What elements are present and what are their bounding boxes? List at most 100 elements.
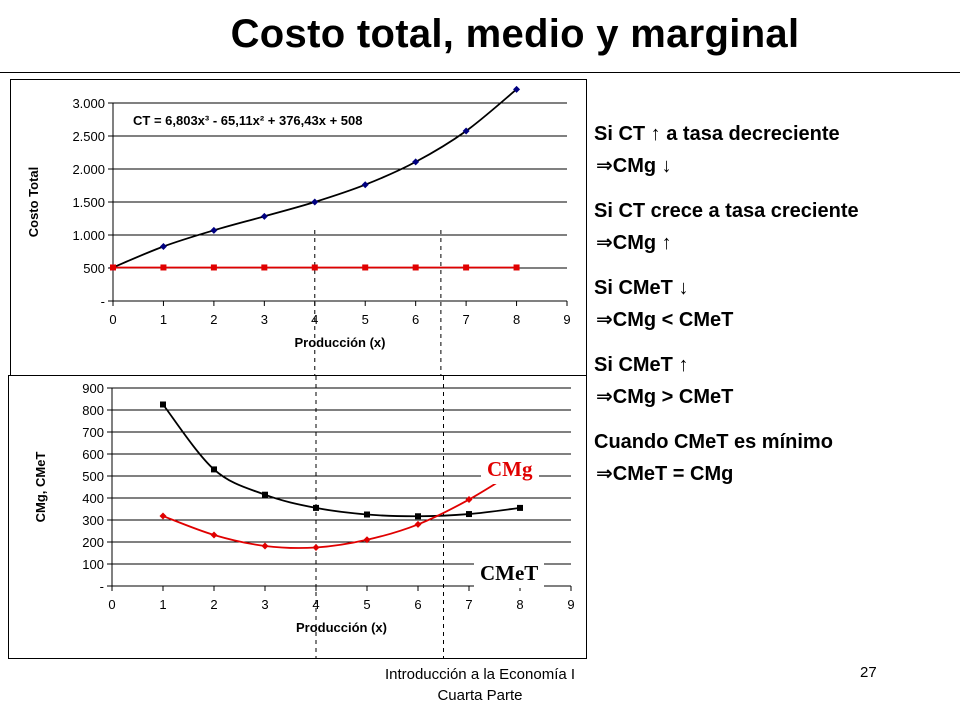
x-tick-label: 3 bbox=[261, 597, 268, 612]
y-tick-label: 1.500 bbox=[72, 195, 105, 210]
note-item: Si CT crece a tasa creciente ⇒CMg ↑ bbox=[594, 195, 956, 259]
ct-point bbox=[159, 242, 167, 250]
unit-cost-chart-frame: - 100 200 300 400 500 600 700 800 900 0 1 2 3 4 5 6 7 8 9 Pr… bbox=[8, 375, 587, 659]
unit-cost-chart: - 100 200 300 400 500 600 700 800 900 0 1 2 3 4 5 6 7 8 9 Pr… bbox=[33, 376, 575, 658]
cmet-point bbox=[466, 511, 472, 518]
note-item: Si CT ↑ a tasa decreciente ⇒CMg ↓ bbox=[594, 118, 956, 182]
x-tick-label: 0 bbox=[108, 597, 115, 612]
cmet-point bbox=[262, 491, 268, 498]
x-axis-title: Producción (x) bbox=[294, 335, 385, 350]
ct-point bbox=[260, 212, 268, 220]
y-tick-label: 600 bbox=[82, 447, 104, 462]
fixed-cost-point bbox=[311, 264, 318, 271]
y-tick-label: 800 bbox=[82, 403, 104, 418]
x-tick-label: 8 bbox=[513, 312, 520, 327]
cmet-point bbox=[160, 401, 166, 408]
y-tick-label: 300 bbox=[82, 513, 104, 528]
note-implication: ⇒CMg < CMeT bbox=[596, 309, 734, 331]
note-condition: Si CMeT ↓ bbox=[594, 277, 689, 299]
y-tick-label: 3.000 bbox=[72, 96, 105, 111]
y-tick-label: 900 bbox=[82, 381, 104, 396]
y-tick-label: 700 bbox=[82, 425, 104, 440]
note-implication: ⇒CMg ↑ bbox=[596, 232, 672, 254]
x-tick-label: 6 bbox=[412, 312, 419, 327]
cmg-point bbox=[465, 496, 473, 504]
regression-equation: CT = 6,803x³ - 65,11x² + 376,43x + 508 bbox=[133, 113, 362, 128]
y-axis-title: CMg, CMeT bbox=[33, 452, 48, 523]
cmet-point bbox=[415, 513, 421, 520]
note-implication: ⇒CMg ↓ bbox=[596, 155, 672, 177]
page-number: 27 bbox=[860, 664, 877, 681]
y-tick-label: 2.500 bbox=[72, 129, 105, 144]
x-axis-title: Producción (x) bbox=[296, 620, 387, 635]
x-tick-label: 7 bbox=[465, 597, 472, 612]
x-tick-label: 5 bbox=[362, 312, 369, 327]
explanation-list: Si CT ↑ a tasa decreciente ⇒CMg ↓ Si CT … bbox=[594, 118, 956, 503]
cmg-point bbox=[159, 512, 167, 520]
cmet-point bbox=[364, 511, 370, 518]
x-tick-label: 3 bbox=[261, 312, 268, 327]
ct-point bbox=[361, 181, 369, 189]
fixed-cost-point bbox=[463, 264, 470, 271]
cmg-point bbox=[414, 520, 422, 528]
fixed-cost-point bbox=[110, 264, 116, 271]
fixed-cost-point bbox=[261, 264, 268, 271]
fixed-cost-point bbox=[210, 264, 217, 271]
total-cost-chart: -5001.0001.5002.0002.5003.0000123456789P… bbox=[26, 85, 571, 376]
note-condition: Si CT crece a tasa creciente bbox=[594, 200, 859, 222]
x-tick-label: 8 bbox=[516, 597, 523, 612]
x-tick-label: 4 bbox=[312, 597, 319, 612]
cmet-point bbox=[313, 504, 319, 511]
note-item: Cuando CMeT es mínimo ⇒CMeT = CMg bbox=[594, 426, 956, 490]
ct-point bbox=[311, 198, 319, 206]
note-item: Si CMeT ↑ ⇒CMg > CMeT bbox=[594, 349, 956, 413]
cmet-curve-label: CMeT bbox=[474, 559, 545, 588]
cmet-point bbox=[517, 504, 523, 511]
fixed-cost-point bbox=[412, 264, 419, 271]
fixed-cost-point bbox=[362, 264, 369, 271]
x-tick-label: 2 bbox=[210, 312, 217, 327]
ct-point bbox=[462, 127, 470, 135]
ct-point bbox=[210, 226, 218, 234]
x-tick-label: 6 bbox=[414, 597, 421, 612]
cmg-curve-label: CMg bbox=[481, 455, 539, 484]
note-implication: ⇒CMeT = CMg bbox=[596, 463, 734, 485]
x-tick-label: 2 bbox=[210, 597, 217, 612]
y-tick-label: - bbox=[101, 294, 105, 309]
cmg-point bbox=[210, 531, 218, 539]
y-tick-label: 100 bbox=[82, 557, 104, 572]
y-tick-label: - bbox=[100, 579, 104, 594]
y-tick-label: 500 bbox=[83, 261, 105, 276]
cmg-point bbox=[312, 544, 320, 551]
note-item: Si CMeT ↓ ⇒CMg < CMeT bbox=[594, 272, 956, 336]
ct-point bbox=[412, 158, 420, 166]
footer-course-name: Introducción a la Economía I bbox=[384, 666, 576, 683]
ct-point bbox=[513, 85, 521, 93]
y-axis-title: Costo Total bbox=[26, 167, 41, 238]
x-tick-label: 7 bbox=[462, 312, 469, 327]
total-cost-chart-frame: -5001.0001.5002.0002.5003.0000123456789P… bbox=[10, 79, 587, 377]
x-tick-label: 1 bbox=[160, 312, 167, 327]
note-condition: Si CMeT ↑ bbox=[594, 354, 689, 376]
footer-course: Introducción a la Economía I Cuarta Part… bbox=[330, 664, 630, 706]
cmet-point bbox=[211, 466, 217, 473]
x-tick-label: 5 bbox=[363, 597, 370, 612]
fixed-cost-point bbox=[513, 264, 520, 271]
y-tick-label: 1.000 bbox=[72, 228, 105, 243]
cmg-point bbox=[261, 542, 269, 550]
footer-course-part: Cuarta Parte bbox=[437, 687, 523, 704]
y-tick-label: 2.000 bbox=[72, 162, 105, 177]
page-title: Costo total, medio y marginal bbox=[230, 12, 800, 56]
note-condition: Si CT ↑ a tasa decreciente bbox=[594, 123, 840, 145]
x-tick-label: 9 bbox=[563, 312, 570, 327]
x-tick-label: 9 bbox=[567, 597, 574, 612]
x-tick-label: 0 bbox=[109, 312, 116, 327]
y-tick-label: 500 bbox=[82, 469, 104, 484]
x-tick-label: 1 bbox=[159, 597, 166, 612]
note-implication: ⇒CMg > CMeT bbox=[596, 386, 734, 408]
y-tick-label: 200 bbox=[82, 535, 104, 550]
cmg-line bbox=[162, 467, 521, 549]
title-divider bbox=[0, 72, 960, 73]
cmg-point bbox=[363, 536, 371, 544]
y-tick-label: 400 bbox=[82, 491, 104, 506]
